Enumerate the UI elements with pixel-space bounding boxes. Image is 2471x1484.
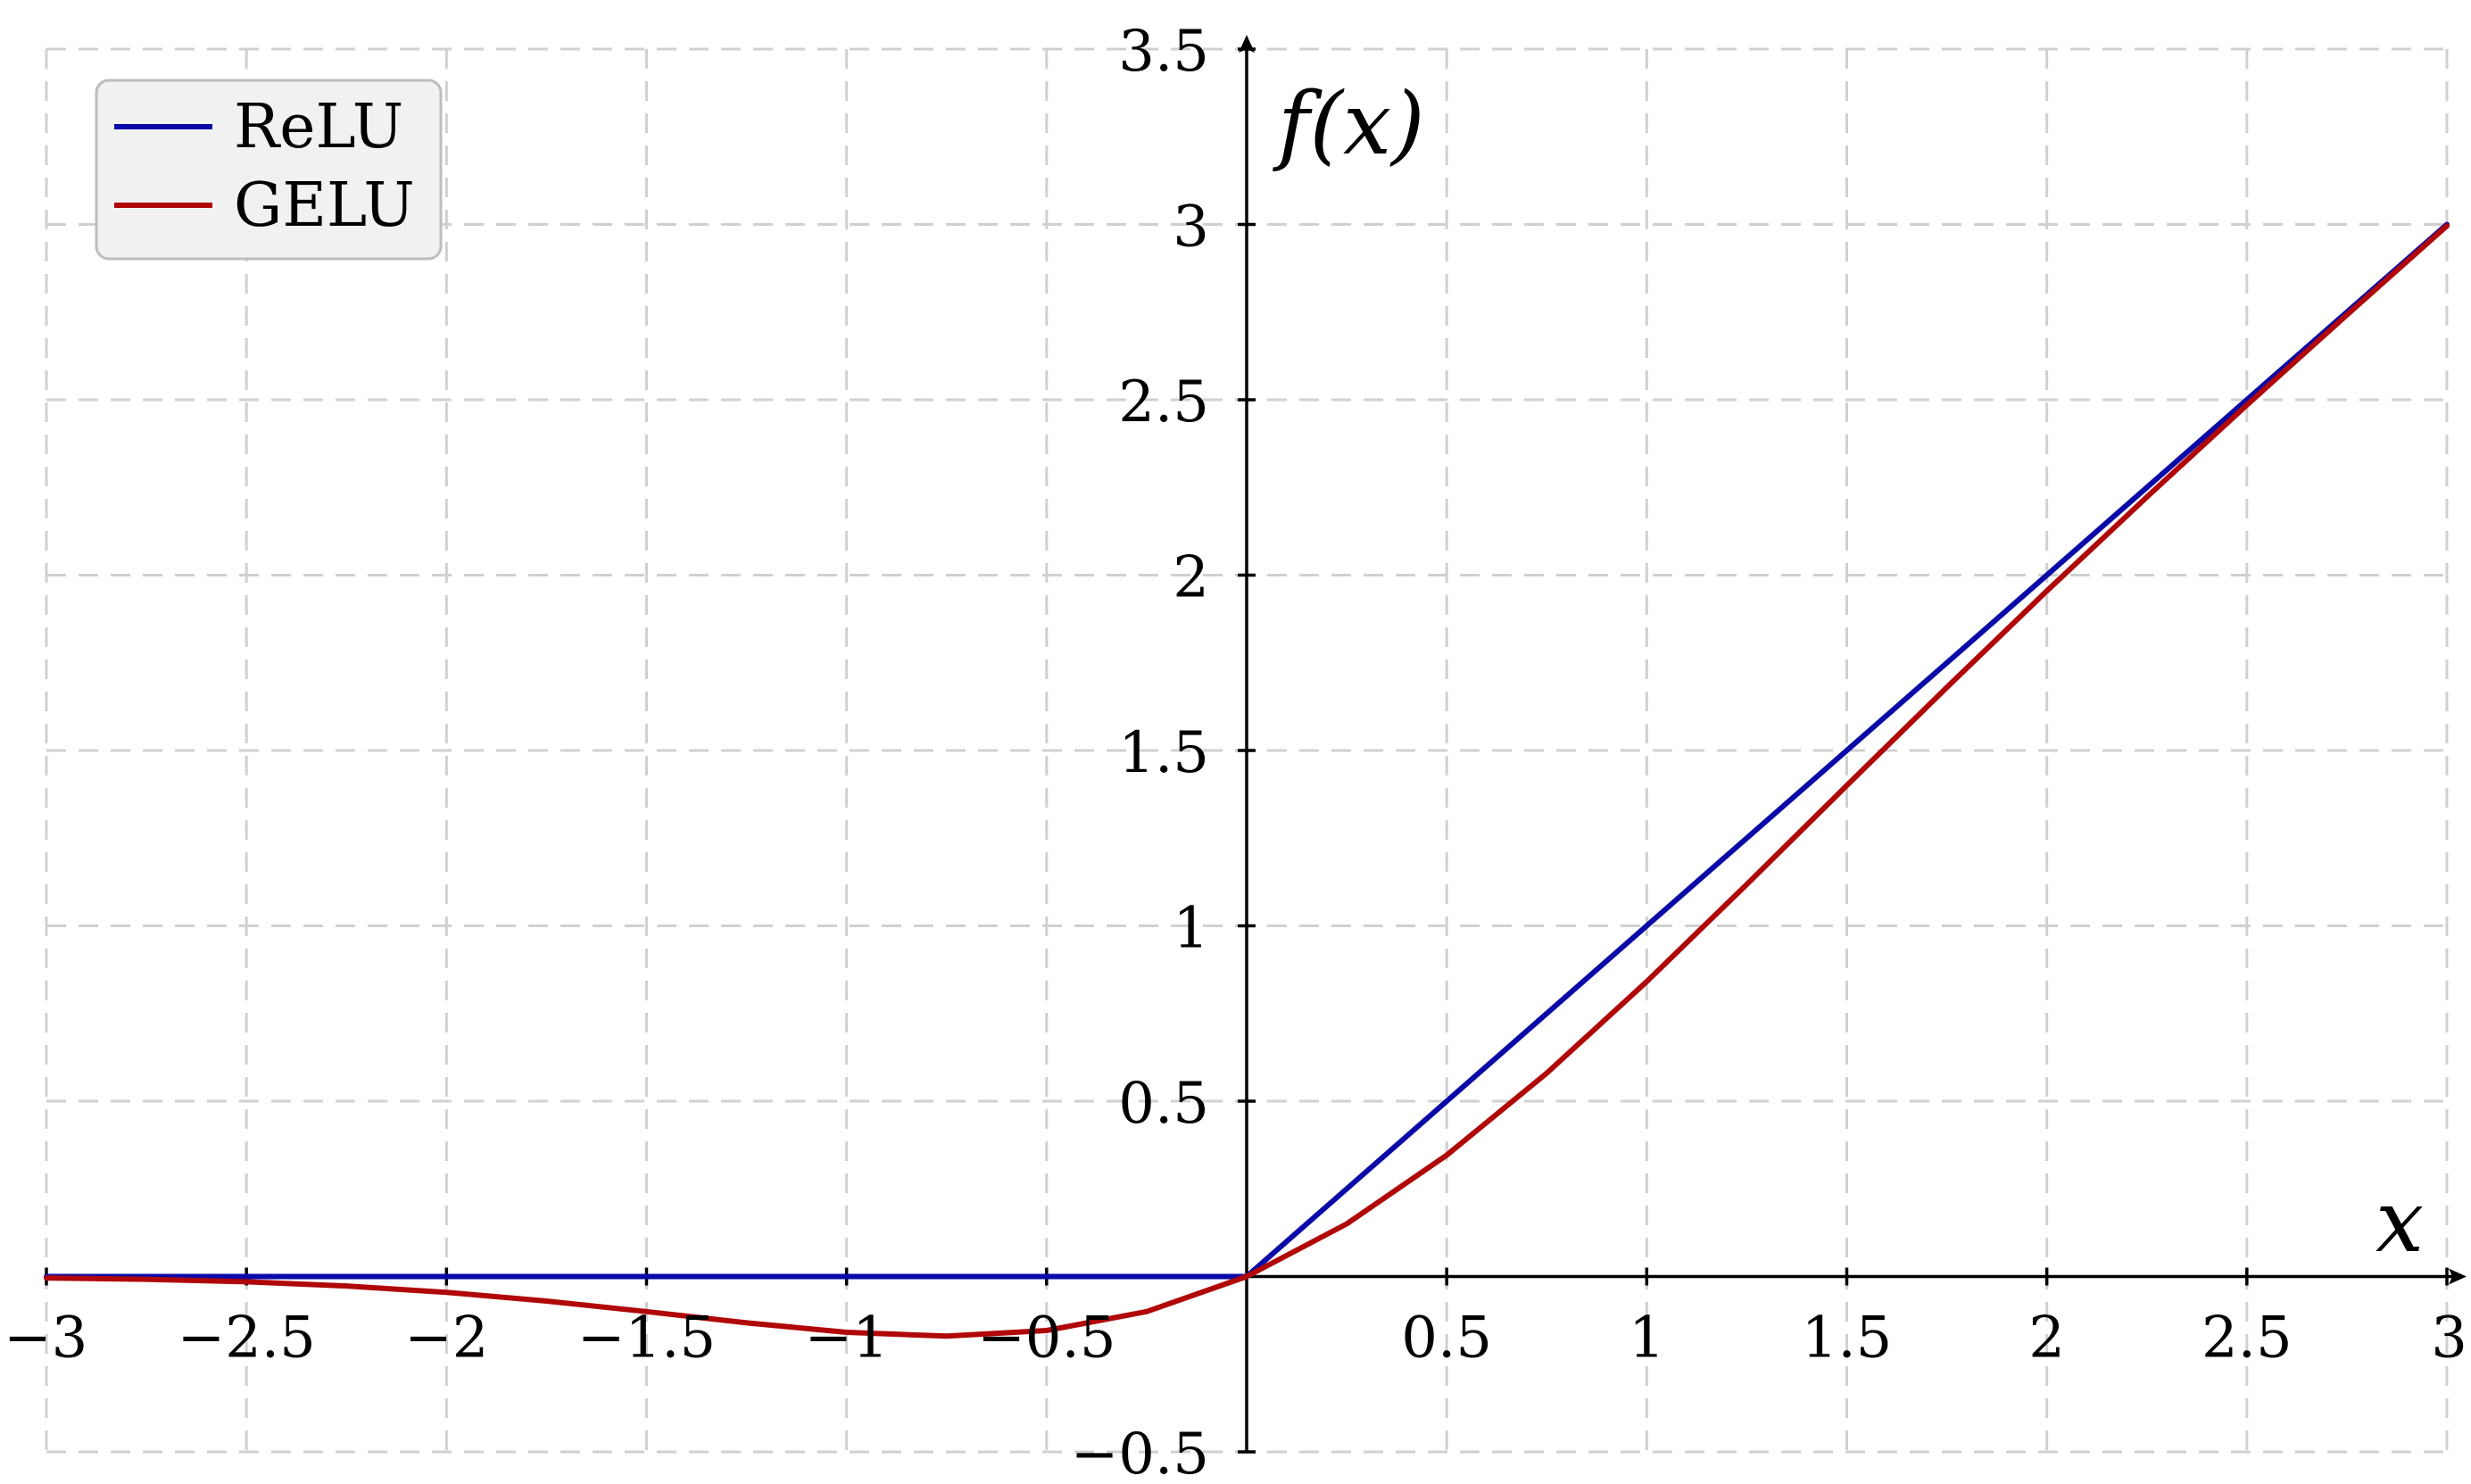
x-tick-label: 1 bbox=[1629, 1306, 1665, 1372]
x-tick-label: −2 bbox=[404, 1306, 488, 1372]
x-tick-label: −2.5 bbox=[177, 1306, 315, 1372]
legend-label-relu: ReLU bbox=[234, 92, 403, 162]
x-axis-arrow bbox=[2449, 1268, 2467, 1285]
y-tick-label: 2.5 bbox=[1118, 369, 1209, 435]
x-tick-label: 0.5 bbox=[1401, 1306, 1492, 1372]
x-tick-label: −1.5 bbox=[577, 1306, 716, 1372]
y-axis-label: f(x) bbox=[1273, 74, 1425, 174]
y-tick-label: 0.5 bbox=[1118, 1071, 1209, 1137]
legend: ReLU GELU bbox=[95, 79, 443, 261]
x-tick-label: −3 bbox=[4, 1306, 87, 1372]
tick-labels: −3 −2.5 −2 −1.5 −1 −0.5 0.5 1 1.5 2 2.5 3 −0.5 0.5 1 1.… bbox=[4, 19, 2467, 1484]
y-tick-label: 3 bbox=[1173, 195, 1209, 261]
x-tick-label: −0.5 bbox=[977, 1306, 1115, 1372]
y-tick-label: 1 bbox=[1173, 896, 1209, 962]
x-axis-label: x bbox=[2376, 1172, 2424, 1272]
y-tick-label: 2 bbox=[1173, 545, 1209, 611]
y-tick-label: 3.5 bbox=[1118, 19, 1209, 85]
x-tick-label: 2 bbox=[2028, 1306, 2065, 1372]
x-tick-label: 1.5 bbox=[1802, 1306, 1893, 1372]
x-tick-label: −1 bbox=[804, 1306, 888, 1372]
series-line-gelu bbox=[44, 223, 2450, 1339]
x-tick-label: 3 bbox=[2431, 1306, 2467, 1372]
y-tick-label: −0.5 bbox=[1071, 1422, 1209, 1484]
y-tick-label: 1.5 bbox=[1118, 720, 1209, 786]
legend-label-gelu: GELU bbox=[234, 170, 415, 241]
x-tick-label: 2.5 bbox=[2202, 1306, 2293, 1372]
series-group bbox=[44, 221, 2450, 1339]
